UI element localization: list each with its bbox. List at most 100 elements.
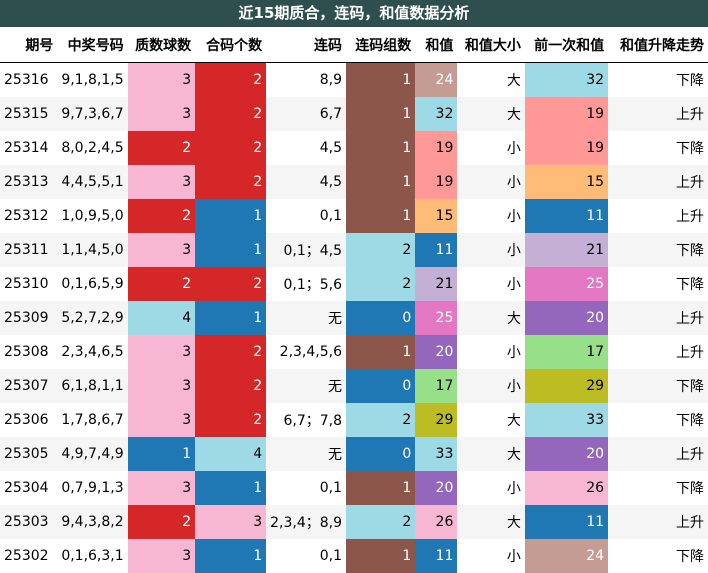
cell-consecutive: 0,1 bbox=[266, 471, 347, 505]
cell-prev-sum: 29 bbox=[524, 369, 609, 403]
cell-consecutive: 6,7；7,8 bbox=[266, 403, 347, 437]
cell-composite-count: 2 bbox=[195, 165, 267, 199]
cell-numbers: 8,0,2,4,5 bbox=[57, 131, 128, 165]
cell-composite-count: 2 bbox=[195, 131, 267, 165]
cell-sum-size: 大 bbox=[457, 403, 525, 437]
cell-prev-sum: 19 bbox=[524, 131, 609, 165]
cell-consecutive-groups: 2 bbox=[346, 233, 416, 267]
data-table-container: 期号 中奖号码 质数球数 合码个数 连码 连码组数 和值 和值大小 前一次和值 … bbox=[0, 27, 708, 573]
cell-prev-sum: 11 bbox=[524, 199, 609, 233]
cell-sum: 11 bbox=[415, 233, 458, 267]
cell-numbers: 0,1,6,3,1 bbox=[57, 539, 128, 573]
header-consecutive: 连码 bbox=[266, 27, 347, 63]
cell-sum: 33 bbox=[415, 437, 458, 471]
cell-sum-trend: 上升 bbox=[608, 437, 708, 471]
cell-consecutive: 0,1；5,6 bbox=[266, 267, 347, 301]
cell-numbers: 4,9,7,4,9 bbox=[57, 437, 128, 471]
cell-consecutive-groups: 0 bbox=[346, 437, 416, 471]
cell-consecutive-groups: 1 bbox=[346, 199, 416, 233]
header-prev-sum: 前一次和值 bbox=[524, 27, 609, 63]
header-period: 期号 bbox=[0, 27, 58, 63]
cell-composite-count: 1 bbox=[195, 539, 267, 573]
header-sum: 和值 bbox=[415, 27, 458, 63]
cell-prev-sum: 19 bbox=[524, 97, 609, 131]
cell-prev-sum: 11 bbox=[524, 505, 609, 539]
table-row: 25314 8,0,2,4,5 2 2 4,5 1 19 小 19 下降 bbox=[0, 131, 708, 165]
header-prime-count: 质数球数 bbox=[127, 27, 196, 63]
cell-numbers: 9,1,8,1,5 bbox=[57, 62, 128, 97]
cell-sum: 20 bbox=[415, 335, 458, 369]
cell-prev-sum: 26 bbox=[524, 471, 609, 505]
cell-consecutive: 4,5 bbox=[266, 131, 347, 165]
table-row: 25313 4,4,5,5,1 3 2 4,5 1 19 小 15 上升 bbox=[0, 165, 708, 199]
cell-prev-sum: 20 bbox=[524, 301, 609, 335]
cell-sum-trend: 下降 bbox=[608, 539, 708, 573]
cell-prime-count: 3 bbox=[127, 403, 196, 437]
cell-consecutive: 6,7 bbox=[266, 97, 347, 131]
cell-consecutive: 无 bbox=[266, 437, 347, 471]
cell-sum-size: 小 bbox=[457, 165, 525, 199]
cell-prime-count: 2 bbox=[127, 199, 196, 233]
table-row: 25307 6,1,8,1,1 3 2 无 0 17 小 29 下降 bbox=[0, 369, 708, 403]
header-composite-count: 合码个数 bbox=[195, 27, 267, 63]
cell-period: 25312 bbox=[0, 199, 58, 233]
cell-consecutive: 无 bbox=[266, 301, 347, 335]
cell-prev-sum: 25 bbox=[524, 267, 609, 301]
cell-sum-trend: 上升 bbox=[608, 97, 708, 131]
cell-sum-trend: 下降 bbox=[608, 471, 708, 505]
cell-sum: 15 bbox=[415, 199, 458, 233]
cell-consecutive: 8,9 bbox=[266, 62, 347, 97]
cell-numbers: 0,7,9,1,3 bbox=[57, 471, 128, 505]
cell-consecutive: 无 bbox=[266, 369, 347, 403]
cell-sum-trend: 上升 bbox=[608, 335, 708, 369]
cell-numbers: 9,4,3,8,2 bbox=[57, 505, 128, 539]
cell-consecutive-groups: 1 bbox=[346, 62, 416, 97]
cell-prime-count: 2 bbox=[127, 131, 196, 165]
cell-consecutive: 0,1；4,5 bbox=[266, 233, 347, 267]
cell-prime-count: 3 bbox=[127, 62, 196, 97]
cell-sum-trend: 上升 bbox=[608, 199, 708, 233]
cell-period: 25316 bbox=[0, 62, 58, 97]
cell-sum-size: 小 bbox=[457, 267, 525, 301]
cell-sum-size: 大 bbox=[457, 301, 525, 335]
cell-sum-size: 大 bbox=[457, 505, 525, 539]
cell-numbers: 1,0,9,5,0 bbox=[57, 199, 128, 233]
cell-prev-sum: 20 bbox=[524, 437, 609, 471]
cell-prev-sum: 33 bbox=[524, 403, 609, 437]
cell-composite-count: 3 bbox=[195, 505, 267, 539]
cell-consecutive-groups: 1 bbox=[346, 165, 416, 199]
cell-period: 25304 bbox=[0, 471, 58, 505]
table-row: 25303 9,4,3,8,2 2 3 2,3,4；8,9 2 26 大 11 上升 bbox=[0, 505, 708, 539]
cell-consecutive-groups: 2 bbox=[346, 403, 416, 437]
cell-prev-sum: 21 bbox=[524, 233, 609, 267]
cell-sum-size: 小 bbox=[457, 131, 525, 165]
cell-period: 25302 bbox=[0, 539, 58, 573]
cell-composite-count: 1 bbox=[195, 233, 267, 267]
cell-consecutive: 2,3,4；8,9 bbox=[266, 505, 347, 539]
cell-sum-size: 小 bbox=[457, 471, 525, 505]
cell-prime-count: 3 bbox=[127, 471, 196, 505]
cell-numbers: 1,7,8,6,7 bbox=[57, 403, 128, 437]
cell-composite-count: 2 bbox=[195, 267, 267, 301]
cell-consecutive-groups: 2 bbox=[346, 267, 416, 301]
cell-composite-count: 2 bbox=[195, 403, 267, 437]
cell-composite-count: 2 bbox=[195, 369, 267, 403]
cell-consecutive: 2,3,4,5,6 bbox=[266, 335, 347, 369]
cell-period: 25308 bbox=[0, 335, 58, 369]
header-consecutive-groups: 连码组数 bbox=[346, 27, 416, 63]
cell-consecutive-groups: 0 bbox=[346, 301, 416, 335]
table-title: 近15期质合，连码，和值数据分析 bbox=[0, 0, 708, 27]
cell-period: 25314 bbox=[0, 131, 58, 165]
cell-period: 25309 bbox=[0, 301, 58, 335]
cell-sum: 26 bbox=[415, 505, 458, 539]
cell-sum-trend: 上升 bbox=[608, 301, 708, 335]
table-row: 25309 5,2,7,2,9 4 1 无 0 25 大 20 上升 bbox=[0, 301, 708, 335]
cell-sum-size: 小 bbox=[457, 199, 525, 233]
cell-prime-count: 3 bbox=[127, 165, 196, 199]
cell-consecutive: 0,1 bbox=[266, 199, 347, 233]
cell-numbers: 6,1,8,1,1 bbox=[57, 369, 128, 403]
table-row: 25305 4,9,7,4,9 1 4 无 0 33 大 20 上升 bbox=[0, 437, 708, 471]
cell-sum: 21 bbox=[415, 267, 458, 301]
cell-prev-sum: 24 bbox=[524, 539, 609, 573]
cell-sum-trend: 上升 bbox=[608, 165, 708, 199]
